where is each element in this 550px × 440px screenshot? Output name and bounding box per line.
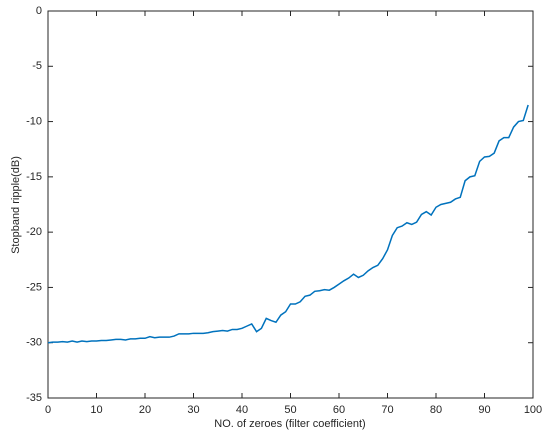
x-axis-label: NO. of zeroes (filter coefficient) [214, 418, 365, 430]
x-tick-label: 10 [90, 404, 102, 416]
y-tick-label: -35 [26, 392, 42, 404]
y-tick-label: -10 [26, 115, 42, 127]
x-tick-label: 60 [333, 404, 345, 416]
x-tick-label: 80 [430, 404, 442, 416]
x-tick-label: 50 [284, 404, 296, 416]
y-tick-label: -20 [26, 226, 42, 238]
y-tick-label: -5 [32, 60, 42, 72]
y-axis-label: Stopband ripple(dB) [10, 156, 22, 254]
data-line [47, 104, 529, 344]
y-tick-label: 0 [36, 5, 42, 17]
x-tick-label: 30 [187, 404, 199, 416]
y-tick-label: -15 [26, 171, 42, 183]
x-tick-label: 90 [478, 404, 490, 416]
x-tick-label: 70 [381, 404, 393, 416]
y-tick-label: -30 [26, 337, 42, 349]
x-tick-label: 0 [45, 404, 51, 416]
x-tick-label: 100 [524, 404, 542, 416]
x-tick-label: 40 [236, 404, 248, 416]
y-tick-label: -25 [26, 281, 42, 293]
x-tick-label: 20 [139, 404, 151, 416]
